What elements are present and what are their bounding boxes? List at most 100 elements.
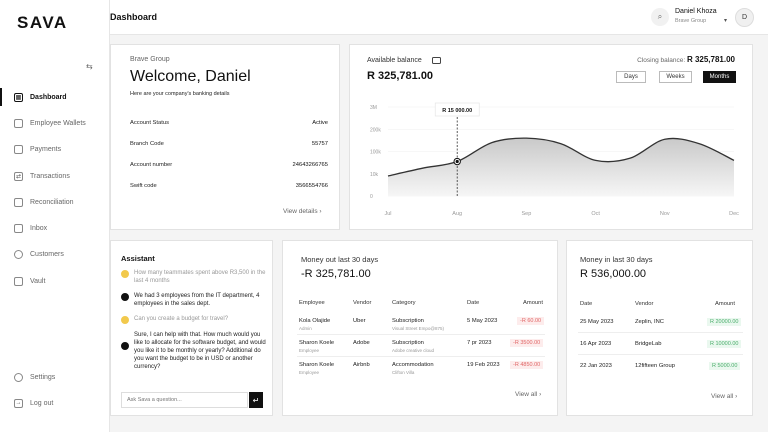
sidebar-item-label: Settings: [30, 373, 56, 381]
enter-icon: ↵: [252, 395, 260, 405]
amount: -R 4850.00: [510, 361, 544, 369]
amount-badge: R 10000.00: [707, 340, 742, 348]
sidebar-item-payments[interactable]: Payments: [0, 137, 110, 163]
search-icon: ⌕: [657, 12, 663, 21]
sidebar-item-label: Transactions: [30, 172, 70, 180]
view-all-link[interactable]: View all ›: [711, 393, 737, 400]
sidebar-item-customers[interactable]: Customers: [0, 242, 110, 268]
page-title: Dashboard: [110, 12, 158, 22]
chevron-right-icon: ›: [539, 391, 542, 398]
avatar[interactable]: D: [735, 8, 754, 27]
sidebar-item-vault[interactable]: Vault: [0, 268, 110, 294]
money-out-amount: -R 325,781.00: [301, 268, 371, 280]
view-details-link[interactable]: View details ›: [283, 208, 322, 215]
highlight-point-core: [455, 159, 459, 164]
collapse-sidebar-icon[interactable]: ⇆: [86, 62, 93, 71]
column-header: Vendor: [635, 301, 654, 307]
user-avatar-icon: [121, 316, 129, 324]
tooltip-label: R 15 000.00: [442, 108, 472, 114]
vendor: Adobe: [353, 340, 370, 346]
card-icon: [432, 57, 441, 64]
sidebar-item-label: Customers: [30, 251, 64, 259]
column-header: Amount: [523, 300, 543, 306]
detail-label: Swift code: [130, 183, 157, 189]
amount-badge: -R 3500.00: [510, 339, 544, 347]
range-months-button[interactable]: Months: [703, 71, 736, 83]
sidebar-item-settings[interactable]: Settings: [0, 364, 110, 390]
search-button[interactable]: ⌕: [651, 8, 669, 26]
message-text: We had 3 employees from the IT departmen…: [134, 293, 260, 308]
assistant-title: Assistant: [121, 254, 155, 263]
vendor: 12fifteen Group: [635, 363, 675, 369]
branch-code-row: Branch Code 55757: [130, 141, 328, 147]
balance-card: Available balance R 325,781.00 Closing b…: [349, 44, 753, 230]
detail-label: Branch Code: [130, 141, 164, 147]
sidebar-item-dashboard[interactable]: ▦ Dashboard: [0, 84, 110, 110]
sidebar-item-employee-wallets[interactable]: Employee Wallets: [0, 110, 110, 136]
grid-icon: ▦: [14, 92, 23, 102]
sidebar-item-label: Payments: [30, 146, 62, 154]
available-balance-label: Available balance: [367, 57, 422, 64]
employee-name: Sharon Koele: [299, 340, 335, 346]
closing-balance-amount: R 325,781.00: [686, 55, 735, 64]
welcome-card: Brave Group Welcome, Daniel Here are you…: [110, 44, 340, 230]
chevron-down-icon[interactable]: ▾: [724, 18, 728, 24]
swift-code-row: Swift code 3566554766: [130, 183, 328, 189]
column-header: Date: [580, 301, 593, 307]
vendor: BridgeLab: [635, 341, 662, 347]
sidebar-bottom-nav: Settings → Log out: [0, 364, 110, 417]
column-header: Amount: [715, 301, 735, 307]
closing-balance-label: Closing balance:: [637, 57, 686, 64]
sidebar-nav: ▦ Dashboard Employee Wallets Payments ⇄ …: [0, 84, 110, 294]
y-tick-label: 100k: [370, 150, 381, 156]
x-tick-label: Aug: [452, 211, 462, 217]
vault-icon: [14, 276, 23, 286]
gear-icon: [14, 372, 23, 382]
chevron-right-icon: ›: [319, 208, 322, 215]
money-in-title: Money in last 30 days: [580, 255, 653, 264]
money-in-card: Money in last 30 days R 536,000.00 Date …: [566, 240, 753, 416]
wallet-icon: [14, 118, 23, 128]
date: 19 Feb 2023: [467, 362, 500, 368]
detail-value: Active: [312, 120, 328, 126]
balance-line: [387, 137, 735, 177]
range-days-button[interactable]: Days: [616, 71, 646, 83]
company-name: Brave Group: [130, 56, 170, 63]
assistant-message: We had 3 employees from the IT departmen…: [121, 292, 267, 308]
user-org: Brave Group: [675, 18, 707, 24]
range-weeks-button[interactable]: Weeks: [659, 71, 692, 83]
closing-balance: Closing balance: R 325,781.00: [637, 55, 735, 64]
area-fill: [388, 138, 734, 196]
message-text: How many teammates spent above R3,500 in…: [134, 270, 266, 285]
amount: R 10000.00: [707, 340, 742, 348]
employee-role: Admin: [299, 326, 312, 331]
detail-label: Account Status: [130, 120, 169, 126]
assistant-card: Assistant How many teammates spent above…: [110, 240, 273, 416]
assistant-input[interactable]: [121, 392, 248, 408]
divider: [297, 334, 545, 335]
customers-icon: [14, 250, 23, 260]
detail-value: 24643266765: [292, 162, 328, 168]
send-button[interactable]: ↵: [249, 392, 263, 408]
sidebar-item-label: Log out: [30, 399, 54, 407]
view-all-link[interactable]: View all ›: [515, 391, 541, 398]
amount: R 5000.00: [709, 362, 741, 370]
user-name[interactable]: Daniel Khoza: [675, 8, 717, 15]
amount-badge: R 5000.00: [709, 362, 741, 370]
detail-label: Account number: [130, 162, 173, 168]
sidebar-item-label: Dashboard: [30, 93, 67, 101]
card-icon: [14, 145, 23, 155]
y-tick-label: 3M: [370, 105, 377, 111]
x-tick-label: Oct: [591, 211, 600, 217]
sidebar-item-reconciliation[interactable]: Reconciliation: [0, 189, 110, 215]
available-balance-amount: R 325,781.00: [367, 70, 434, 82]
sidebar-item-logout[interactable]: → Log out: [0, 390, 110, 416]
sidebar-item-inbox[interactable]: Inbox: [0, 215, 110, 241]
logout-icon: →: [14, 398, 23, 408]
detail-value: 55757: [311, 141, 328, 147]
message-text: Can you create a budget for travel?: [134, 316, 229, 322]
amount: R 20000.00: [707, 318, 742, 326]
balance-chart: 0 10k 100k 200k 3M Jul Aug Sep Oct Nov Dec R 15 000…: [370, 102, 739, 217]
sidebar-item-transactions[interactable]: ⇄ Transactions: [0, 163, 110, 189]
reconcile-icon: [14, 197, 23, 207]
